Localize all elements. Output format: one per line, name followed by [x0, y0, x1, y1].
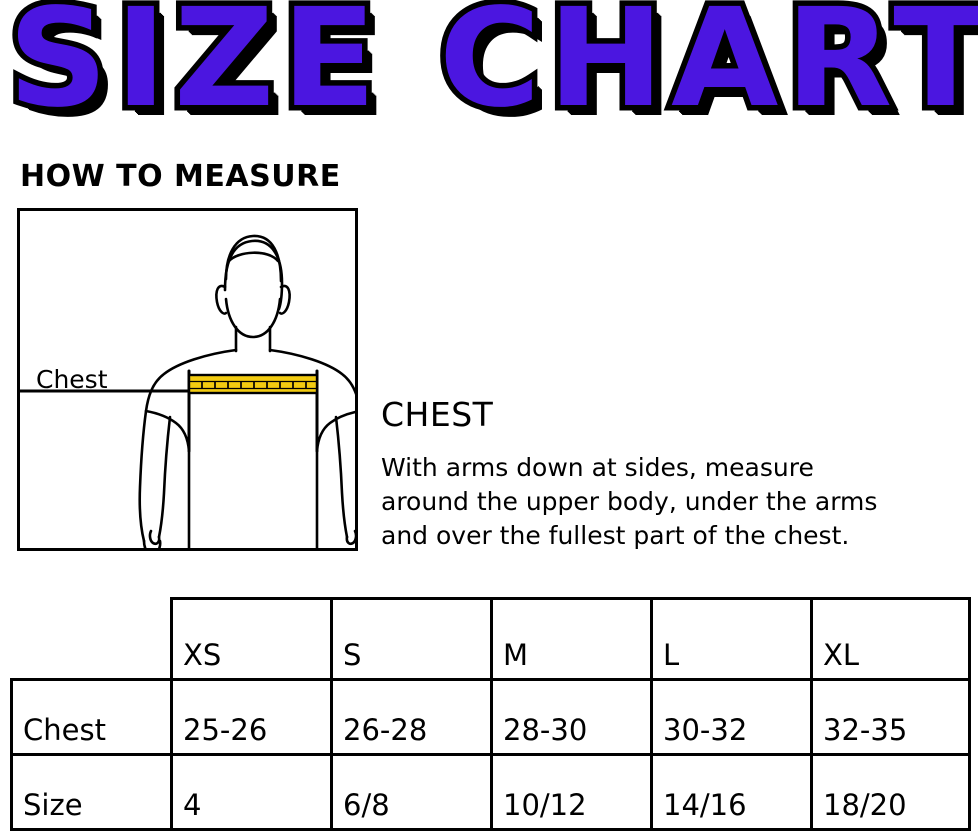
- chest-description-text: With arms down at sides, measure around …: [381, 451, 971, 553]
- measuring-tape-icon: [187, 373, 319, 395]
- table-header-l: L: [650, 597, 813, 681]
- cell-chest-m: 28-30: [490, 678, 653, 756]
- title-banner: SIZE CHART: [0, 0, 978, 150]
- table-row: Size 4 6/8 10/12 14/16 18/20: [10, 753, 971, 831]
- cell-size-s: 6/8: [330, 753, 493, 831]
- chest-description-block: CHEST With arms down at sides, measure a…: [381, 395, 971, 553]
- description-line: With arms down at sides, measure: [381, 453, 814, 482]
- measurement-illustration-box: Chest: [17, 208, 358, 551]
- how-to-measure-heading: HOW TO MEASURE: [20, 159, 341, 194]
- table-header-s: S: [330, 597, 493, 681]
- description-line: and over the fullest part of the chest.: [381, 521, 850, 550]
- table-row: Chest 25-26 26-28 28-30 30-32 32-35: [10, 678, 971, 756]
- description-line: around the upper body, under the arms: [381, 487, 878, 516]
- chest-callout-label: Chest: [36, 365, 108, 394]
- table-header-row: XS S M L XL: [12, 597, 971, 681]
- size-chart-table: XS S M L XL Chest 25-26 26-28 28-30 30-3…: [10, 597, 971, 831]
- row-label-size: Size: [10, 753, 173, 831]
- table-header-xl: XL: [810, 597, 971, 681]
- cell-chest-xs: 25-26: [170, 678, 333, 756]
- table-header-m: M: [490, 597, 653, 681]
- cell-chest-l: 30-32: [650, 678, 813, 756]
- cell-chest-s: 26-28: [330, 678, 493, 756]
- cell-size-xl: 18/20: [810, 753, 971, 831]
- male-torso-front-icon: [20, 234, 355, 548]
- cell-size-xs: 4: [170, 753, 333, 831]
- table-corner-blank: [12, 599, 172, 680]
- page-title: SIZE CHART: [2, 0, 978, 140]
- cell-size-m: 10/12: [490, 753, 653, 831]
- chest-heading: CHEST: [381, 395, 494, 434]
- cell-size-l: 14/16: [650, 753, 813, 831]
- cell-chest-xl: 32-35: [810, 678, 971, 756]
- row-label-chest: Chest: [10, 678, 173, 756]
- table-header-xs: XS: [170, 597, 333, 681]
